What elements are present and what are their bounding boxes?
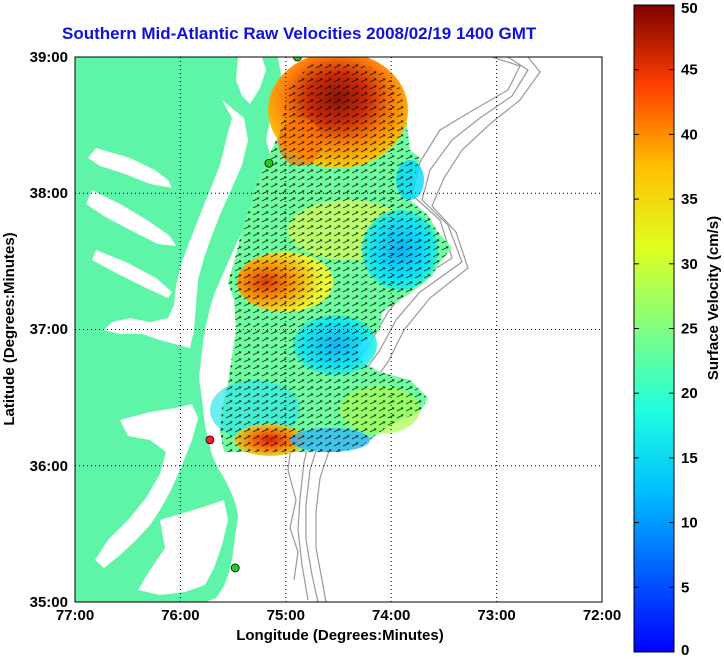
- colorbar-ticks: 0 5 10 15 20 25 30 35 40 45 50: [634, 0, 698, 659]
- station-marker: [264, 158, 274, 168]
- colorbar-gradient: [633, 4, 675, 653]
- y-axis: 39:00 38:00 37:00 36:00 35:00 Latitude (…: [1, 49, 68, 611]
- colorbar-tick-label: 30: [681, 256, 698, 273]
- x-tick-label: 75:00: [267, 607, 305, 624]
- colorbar-tick-label: 45: [681, 62, 698, 79]
- x-axis-label: Longitude (Degrees:Minutes): [236, 627, 444, 644]
- y-tick-label: 36:00: [30, 458, 68, 475]
- x-tick-label: 77:00: [56, 607, 94, 624]
- bay-inlet: [88, 148, 172, 188]
- x-tick-label: 76:00: [161, 607, 199, 624]
- station-marker: [292, 57, 302, 62]
- rappahannock-river: [92, 250, 172, 298]
- x-tick-label: 72:00: [583, 607, 621, 624]
- colorbar-tick-label: 10: [681, 515, 698, 532]
- map-title: Southern Mid-Atlantic Raw Velocities 200…: [62, 24, 537, 43]
- colorbar-tick-label: 25: [681, 321, 698, 338]
- colorbar-tick-label: 50: [681, 0, 698, 17]
- y-axis-label: Latitude (Degrees:Minutes): [1, 232, 18, 425]
- y-tick-label: 37:00: [30, 321, 68, 338]
- colorbar-label: Surface Velocity (cm/s): [705, 216, 722, 380]
- x-axis: 77:00 76:00 75:00 74:00 73:00 72:00 Long…: [56, 607, 621, 644]
- colorbar-tick-label: 15: [681, 450, 698, 467]
- colorbar-tick-label: 5: [681, 579, 689, 596]
- y-tick-label: 39:00: [30, 49, 68, 66]
- colorbar-tick-label: 20: [681, 385, 698, 402]
- y-tick-label: 35:00: [30, 594, 68, 611]
- colorbar: 0 5 10 15 20 25 30 35 40 45 50 Surface Velocity (c…: [633, 0, 722, 659]
- station-marker: [230, 563, 240, 573]
- colorbar-tick-label: 0: [681, 642, 689, 659]
- colorbar-tick-label: 35: [681, 191, 698, 208]
- sound: [95, 404, 198, 568]
- station-marker: [205, 435, 215, 445]
- chesapeake-bay: [104, 100, 248, 348]
- colorbar-tick-label: 40: [681, 126, 698, 143]
- pamlico-sound: [138, 500, 228, 595]
- delaware-bay: [236, 57, 266, 104]
- potomac-river: [86, 190, 176, 246]
- x-tick-label: 74:00: [372, 607, 410, 624]
- grid-lines: [75, 57, 602, 602]
- y-tick-label: 38:00: [30, 185, 68, 202]
- radar-stations: [205, 57, 302, 573]
- x-tick-label: 73:00: [477, 607, 515, 624]
